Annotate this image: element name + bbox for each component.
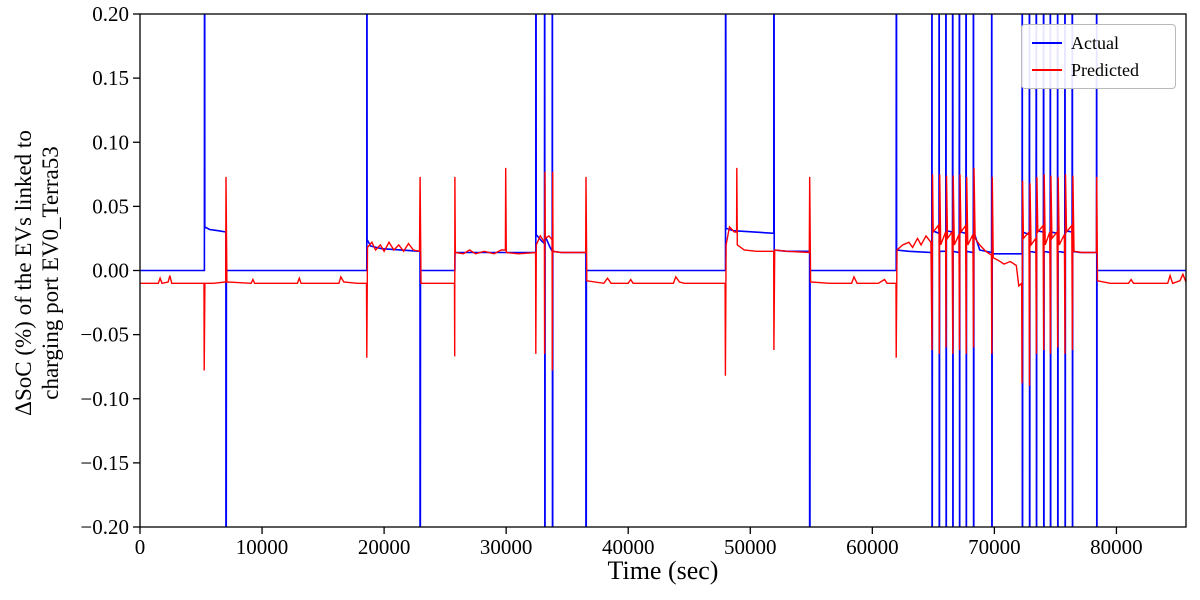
legend: Actual Predicted (1021, 24, 1176, 89)
legend-label-actual: Actual (1071, 33, 1119, 53)
x-tick-label: 0 (135, 535, 146, 559)
x-tick-label: 60000 (846, 535, 899, 559)
y-tick-label: 0.15 (92, 66, 129, 90)
predicted-line (140, 167, 1186, 386)
x-tick-label: 10000 (236, 535, 289, 559)
actual-line-swatch (1032, 42, 1062, 44)
y-tick-label: −0.10 (80, 387, 129, 411)
x-tick-label: 40000 (602, 535, 655, 559)
x-tick-label: 30000 (480, 535, 533, 559)
legend-item-predicted: Predicted (1032, 61, 1165, 79)
y-axis-label: ΔSoC (%) of the EVs linked to charging p… (10, 3, 64, 543)
y-tick-label: 0.00 (92, 259, 129, 283)
y-tick-label: −0.20 (80, 515, 129, 539)
legend-item-actual: Actual (1032, 34, 1165, 52)
y-tick-label: 0.20 (92, 2, 129, 26)
x-axis-label: Time (sec) (607, 556, 719, 585)
y-tick-label: 0.10 (92, 130, 129, 154)
predicted-line-swatch (1032, 69, 1062, 71)
x-tick-label: 50000 (724, 535, 777, 559)
x-tick-label: 20000 (358, 535, 411, 559)
x-tick-label: 70000 (968, 535, 1021, 559)
y-tick-label: −0.05 (80, 323, 129, 347)
legend-label-predicted: Predicted (1071, 60, 1139, 80)
y-axis-label-line2: charging port EV0_Terra53 (38, 146, 64, 400)
x-tick-label: 80000 (1090, 535, 1143, 559)
y-tick-label: −0.15 (80, 451, 129, 475)
y-tick-label: 0.05 (92, 194, 129, 218)
y-axis-label-line1: ΔSoC (%) of the EVs linked to (11, 130, 36, 416)
